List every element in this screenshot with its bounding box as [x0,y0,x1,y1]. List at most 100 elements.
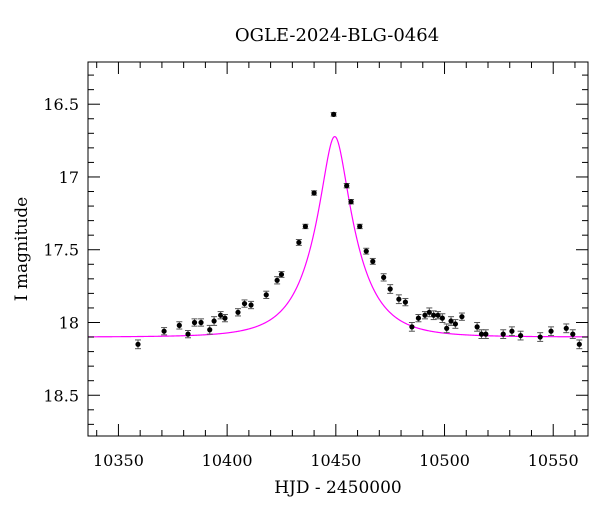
model-curve [88,135,588,338]
point-marker [302,223,308,230]
data-point [198,318,205,327]
data-point [430,310,437,321]
data-point [176,321,183,330]
plot-frame [87,61,589,437]
point-marker [439,315,445,321]
data-point [482,329,489,339]
data-point [248,300,255,310]
data-point [435,311,441,320]
data-point [380,273,387,282]
data-point [387,284,394,294]
data-point [263,290,270,299]
y-tick-label: 17.5 [43,241,79,260]
data-point [278,271,285,278]
point-marker [483,331,489,337]
data-point [135,339,141,350]
point-marker [426,309,432,315]
x-tick-label: 10550 [528,451,579,470]
point-marker [435,312,441,318]
data-point [426,307,433,318]
point-marker [278,271,285,278]
point-marker [478,331,485,337]
point-marker [431,312,437,318]
point-marker [548,328,554,334]
data-point [548,326,555,337]
point-marker [363,248,369,254]
data-point [274,276,281,285]
point-marker [570,331,576,337]
data-point [563,323,570,334]
point-marker [387,286,393,292]
data-point [185,329,191,339]
point-marker [459,314,465,320]
point-marker [444,325,450,331]
point-marker [235,309,241,315]
point-marker [176,322,182,329]
x-tick-label: 10350 [93,451,144,470]
point-marker [274,277,280,283]
point-marker [207,327,213,333]
data-point [576,339,583,350]
point-marker [218,312,224,318]
point-marker [357,223,363,230]
data-point [402,297,409,307]
y-tick-label: 17 [59,168,79,187]
point-marker [563,325,569,331]
point-marker [296,239,302,246]
data-point [517,330,524,341]
data-point [191,318,198,327]
data-point [369,257,376,265]
point-marker [370,258,376,264]
point-marker [381,274,387,280]
data-point [343,183,350,189]
y-tick-label: 18.5 [43,386,79,405]
point-marker [452,321,458,327]
point-marker [191,319,198,326]
point-marker [348,199,354,205]
point-marker [311,190,317,196]
point-marker [409,324,415,330]
data-point [537,332,544,342]
data-point [408,321,415,332]
data-point [439,313,446,323]
point-marker [263,292,269,298]
x-tick-label: 10500 [419,451,470,470]
point-marker [509,328,515,334]
point-marker [248,302,254,308]
data-point [241,299,248,308]
point-marker [500,331,506,337]
data-point [356,223,363,230]
point-marker [396,296,402,302]
data-point [363,247,370,255]
data-point [474,321,481,332]
point-marker [576,341,582,347]
data-point [458,312,465,321]
data-point [348,199,355,205]
point-marker [518,332,524,339]
data-point [448,316,455,326]
data-point [302,223,309,230]
point-marker [241,300,248,307]
point-marker [222,315,228,321]
data-point [500,329,507,339]
data-point [508,326,515,337]
point-marker [198,319,204,326]
data-point [478,329,485,339]
data-point [415,313,422,323]
point-marker [344,183,350,189]
data-point [295,239,302,246]
data-point [452,319,459,329]
data-point [206,324,213,335]
data-point [235,308,241,317]
point-marker [331,111,337,117]
point-marker [448,318,454,324]
point-marker [161,328,167,334]
y-tick-label: 18 [59,313,79,332]
x-tick-label: 10450 [310,451,361,470]
point-marker [185,331,191,337]
y-axis-label: I magnitude [12,197,32,301]
data-point [569,329,576,339]
data-point [217,311,224,320]
data-point [161,327,168,336]
data-point [211,316,218,326]
